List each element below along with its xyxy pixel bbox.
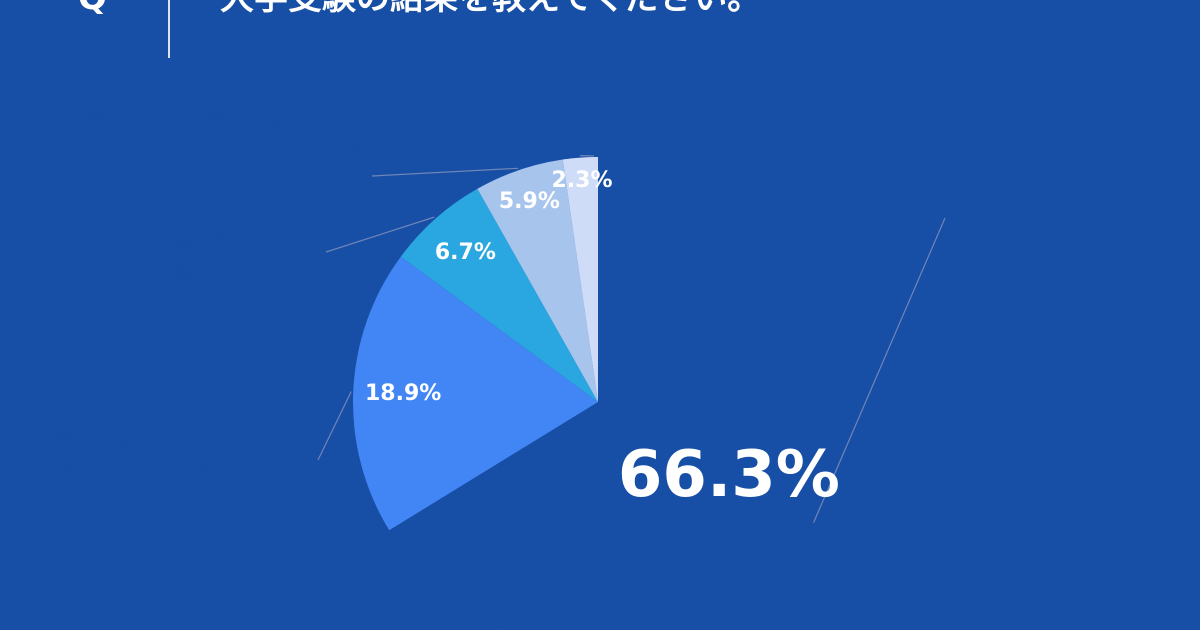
leader-line-first-choice — [813, 217, 946, 523]
leader-line-third-choice — [325, 216, 435, 253]
callout-all-failed: 全て不合格 — [554, 97, 654, 121]
pie-slice-all-failed — [562, 157, 598, 402]
leader-line-fourth-or-later — [371, 167, 519, 177]
question-mark-badge: Q — [78, 0, 107, 18]
leader-line-second-choice — [317, 391, 352, 461]
header-bar: Q 大学受験の結果を教えてください。 — [0, 0, 1200, 80]
value-label-fourth-or-later: 5.9% — [499, 189, 560, 214]
callout-first-choice: 第一志望大学に合格 — [822, 175, 1075, 208]
value-label-second-choice: 18.9% — [365, 381, 441, 406]
question-title: 大学受験の結果を教えてください。 — [220, 0, 761, 18]
value-label-first-choice: 66.3% — [618, 438, 840, 512]
callout-second-choice: 第一志望大学に落ちて 第二志望大学に合格 — [54, 427, 254, 481]
value-label-all-failed: 2.3% — [551, 168, 612, 193]
header-divider — [168, 0, 170, 58]
pie-slice-second-choice — [353, 256, 598, 531]
callout-third-choice: 第一・第二志望大学に 落ちて第三志望大学に 合格 — [54, 229, 254, 313]
pie-slice-first-choice — [389, 157, 843, 630]
callout-fourth-or-later: 第一・第二・第三志望大学に 落ちて第四以降の志望大学に合格 — [86, 107, 386, 161]
pie-slice-fourth-or-later — [477, 159, 598, 402]
value-label-third-choice: 6.7% — [435, 240, 496, 265]
pie-slice-third-choice — [400, 188, 598, 402]
